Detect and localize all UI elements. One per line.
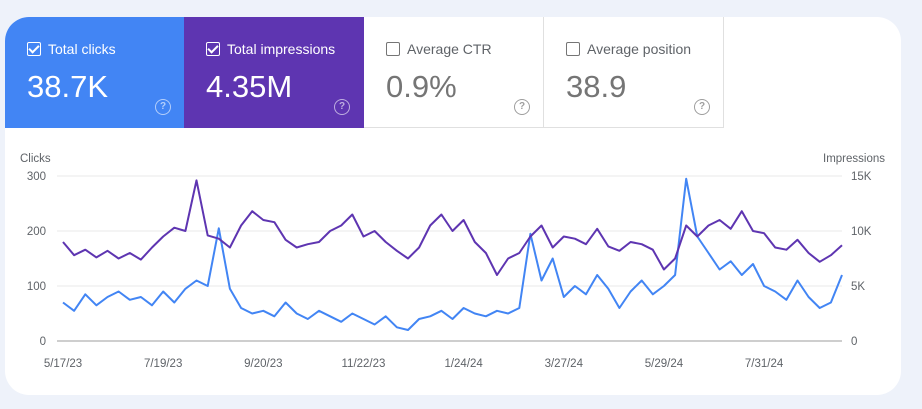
metric-label: Total clicks [48,41,116,57]
performance-card: Total clicks 38.7K ? Total impressions 4… [5,17,901,395]
help-icon[interactable]: ? [514,99,530,115]
y-tick-left: 300 [27,171,46,183]
x-tick: 7/31/24 [745,358,784,370]
checkbox-checked-icon[interactable] [206,42,220,56]
x-tick: 5/29/24 [645,358,684,370]
checkbox-unchecked-icon[interactable] [386,42,400,56]
metric-total-clicks[interactable]: Total clicks 38.7K ? [5,17,185,128]
help-icon[interactable]: ? [155,99,171,115]
y-tick-right: 15K [851,171,872,183]
metric-average-position[interactable]: Average position 38.9 ? [544,17,724,128]
help-icon[interactable]: ? [334,99,350,115]
y-tick-left: 100 [27,281,46,293]
metric-label: Total impressions [227,41,336,57]
series-line-clicks [62,177,843,331]
metric-value: 38.9 [566,69,627,104]
y-axis-right-label: Impressions [823,153,885,165]
y-tick-right: 10K [851,226,872,238]
y-tick-left: 200 [27,226,46,238]
metric-label: Average CTR [407,41,492,57]
series-line-impressions [62,179,843,276]
x-tick: 5/17/23 [44,358,82,370]
y-tick-left: 0 [40,336,46,348]
metric-label: Average position [587,41,692,57]
help-icon[interactable]: ? [694,99,710,115]
y-tick-right: 0 [851,336,857,348]
x-tick: 11/22/23 [342,358,386,370]
checkbox-checked-icon[interactable] [27,42,41,56]
x-tick: 1/24/24 [444,358,483,370]
metric-value: 38.7K [27,69,109,104]
metric-value: 0.9% [386,69,457,104]
y-tick-right: 5K [851,281,865,293]
checkbox-unchecked-icon[interactable] [566,42,580,56]
x-tick: 3/27/24 [545,358,584,370]
x-tick: 7/19/23 [144,358,182,370]
metric-average-ctr[interactable]: Average CTR 0.9% ? [364,17,544,128]
y-axis-left-label: Clicks [20,153,51,165]
metric-total-impressions[interactable]: Total impressions 4.35M ? [184,17,364,128]
x-tick: 9/20/23 [244,358,282,370]
metric-value: 4.35M [206,69,293,104]
